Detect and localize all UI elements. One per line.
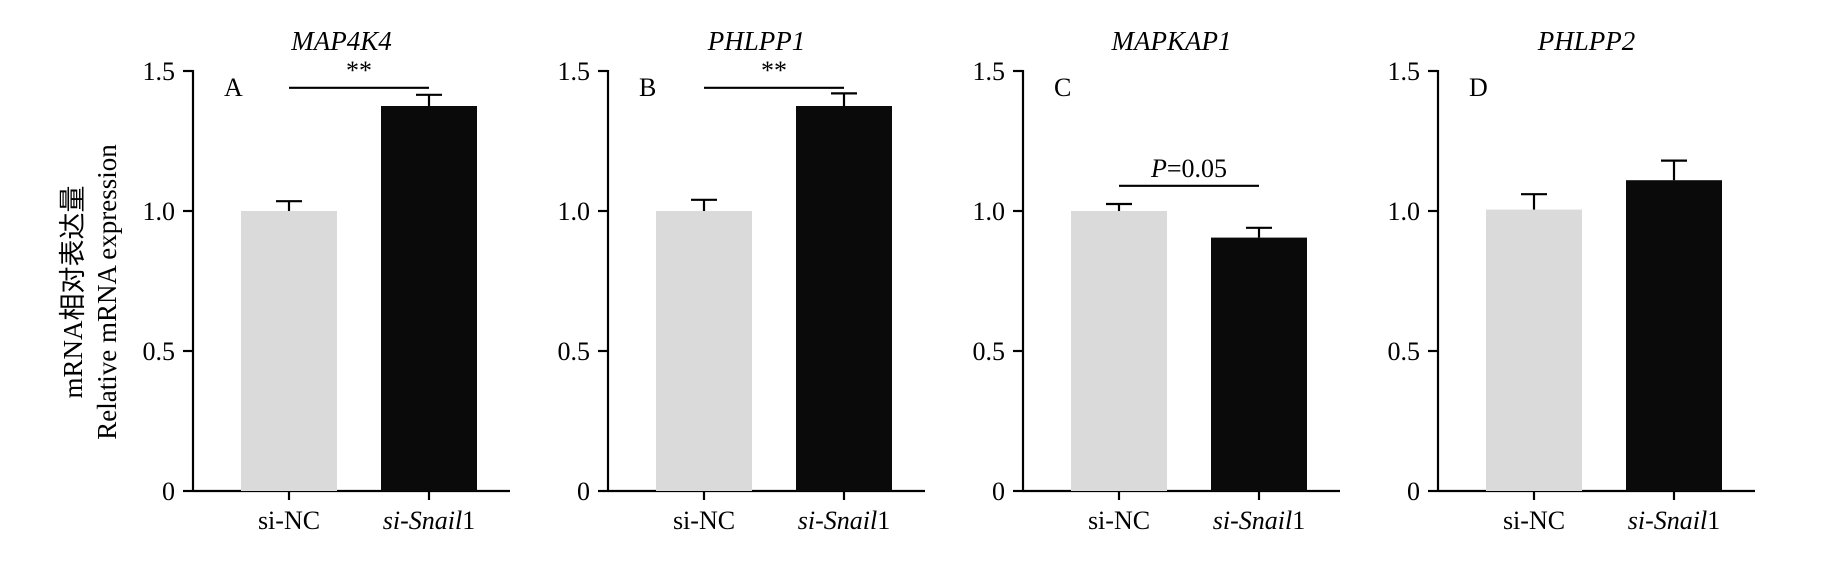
panel-title: MAPKAP1 — [1111, 26, 1232, 56]
bar-si-snail1 — [381, 106, 477, 491]
x-tick-label-text: si-NC — [673, 506, 735, 535]
significance-text: ** — [761, 56, 787, 85]
bar-si-snail1 — [796, 106, 892, 491]
panel-letter: C — [1054, 73, 1071, 102]
x-tick-label-part: si- — [1213, 506, 1239, 535]
bar-si-nc — [1071, 211, 1167, 491]
x-tick-label-text: si-NC — [1503, 506, 1565, 535]
y-tick-label: 1.5 — [143, 57, 176, 86]
x-tick-label-part: Snail — [1239, 506, 1292, 535]
y-tick-label: 0.5 — [143, 337, 176, 366]
x-tick-label-part: si- — [383, 506, 409, 535]
panel-a: MAP4K4 A 0 0.5 1.0 1.5 si-NC si-Snail1 ** — [143, 26, 510, 535]
x-tick-label: si-NC — [1503, 506, 1565, 535]
bar-si-nc — [1486, 209, 1582, 491]
x-tick-label: si-NC — [1088, 506, 1150, 535]
y-tick-label: 0.5 — [1388, 337, 1421, 366]
significance-text: =0.05 — [1167, 154, 1227, 183]
significance-label: P=0.05 — [1150, 154, 1227, 183]
x-tick-label-part: Snail — [824, 506, 877, 535]
x-tick-label-part: 1 — [1292, 506, 1305, 535]
panel-c: MAPKAP1 C 0 0.5 1.0 1.5 si-NC si-Snail1 P=0.05 — [973, 26, 1340, 535]
y-tick-label: 1.5 — [558, 57, 591, 86]
significance-label: ** — [761, 56, 787, 85]
y-tick-label: 0 — [162, 477, 175, 506]
x-tick-label: si-NC — [258, 506, 320, 535]
y-tick-label: 0 — [1407, 477, 1420, 506]
bar-si-nc — [241, 211, 337, 491]
panel-title: MAP4K4 — [290, 26, 392, 56]
x-tick-label-part: Snail — [409, 506, 462, 535]
panel-title: PHLPP1 — [707, 26, 806, 56]
panel-b: PHLPP1 B 0 0.5 1.0 1.5 si-NC si-Snail1 ** — [558, 26, 925, 535]
x-tick-label: si-Snail1 — [798, 506, 890, 535]
y-tick-label: 0 — [992, 477, 1005, 506]
panel-letter: B — [639, 73, 656, 102]
x-tick-label-text: si-NC — [1088, 506, 1150, 535]
y-axis-title-cn: mRNA相对表达量 — [58, 185, 88, 398]
y-tick-label: 1.0 — [1388, 197, 1421, 226]
panel-title: PHLPP2 — [1537, 26, 1636, 56]
x-tick-label-part: si- — [1628, 506, 1654, 535]
x-tick-label-part: 1 — [462, 506, 475, 535]
x-tick-label: si-NC — [673, 506, 735, 535]
y-tick-label: 0.5 — [558, 337, 591, 366]
y-tick-label: 0 — [577, 477, 590, 506]
y-tick-label: 1.0 — [558, 197, 591, 226]
x-tick-label: si-Snail1 — [1213, 506, 1305, 535]
y-tick-label: 1.5 — [973, 57, 1006, 86]
significance-text: ** — [346, 56, 372, 85]
x-tick-label-part: 1 — [877, 506, 890, 535]
bar-si-snail1 — [1211, 237, 1307, 491]
x-tick-label: si-Snail1 — [383, 506, 475, 535]
panel-letter: D — [1469, 73, 1488, 102]
y-axis-title: mRNA相对表达量 Relative mRNA expression — [58, 144, 122, 440]
y-axis-title-en: Relative mRNA expression — [92, 144, 122, 440]
significance-label: ** — [346, 56, 372, 85]
x-tick-label-part: si- — [798, 506, 824, 535]
y-tick-label: 1.5 — [1388, 57, 1421, 86]
bar-si-snail1 — [1626, 180, 1722, 491]
x-tick-label-text: si-NC — [258, 506, 320, 535]
panel-d: PHLPP2 D 0 0.5 1.0 1.5 si-NC si-Snail1 — [1388, 26, 1755, 535]
y-tick-label: 1.0 — [143, 197, 176, 226]
x-tick-label-part: 1 — [1707, 506, 1720, 535]
x-tick-label: si-Snail1 — [1628, 506, 1720, 535]
p-symbol: P — [1150, 154, 1167, 183]
bar-si-nc — [656, 211, 752, 491]
panel-letter: A — [224, 73, 243, 102]
y-tick-label: 0.5 — [973, 337, 1006, 366]
x-tick-label-part: Snail — [1654, 506, 1707, 535]
y-tick-label: 1.0 — [973, 197, 1006, 226]
